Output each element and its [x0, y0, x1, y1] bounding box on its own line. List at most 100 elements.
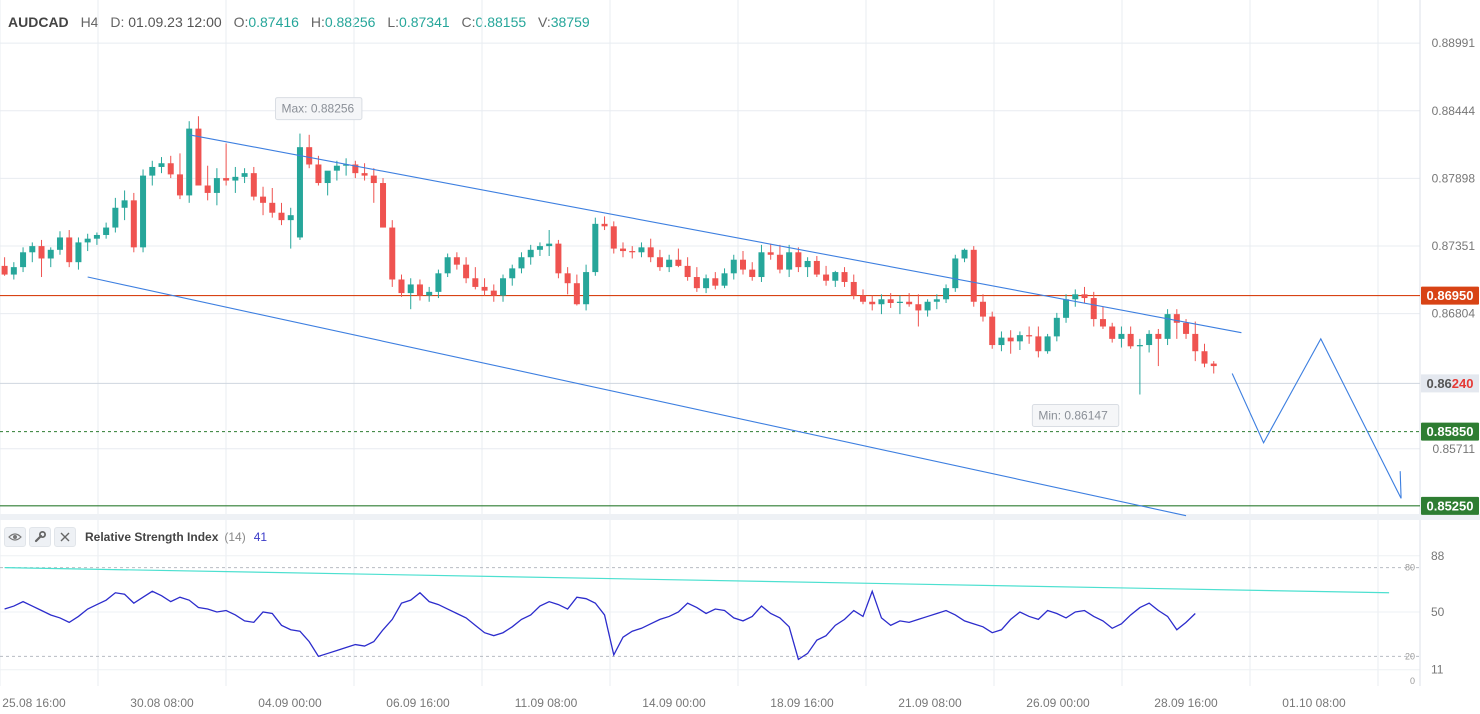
- candle-body: [573, 283, 580, 305]
- candle-body: [933, 299, 940, 302]
- wrench-icon[interactable]: [29, 527, 51, 547]
- candle-body: [398, 279, 405, 294]
- candle-body: [767, 252, 774, 255]
- rsi-value: 41: [253, 530, 268, 544]
- x-tick-label: 30.08 08:00: [130, 696, 194, 710]
- rsi-tick-label: 11: [1431, 663, 1444, 677]
- low-value: 0.87341: [399, 14, 450, 30]
- x-tick-label: 21.09 08:00: [898, 696, 962, 710]
- candle-body: [66, 237, 73, 263]
- candle-body: [1, 265, 8, 275]
- candle-body: [1118, 333, 1125, 339]
- candle-body: [380, 183, 387, 228]
- open-label: O:: [233, 14, 249, 30]
- x-tick-label: 18.09 16:00: [770, 696, 834, 710]
- candle-body: [795, 252, 802, 268]
- rsi-title: Relative Strength Index: [85, 530, 219, 544]
- candle-body: [315, 164, 322, 184]
- y-tick-label: 0.87898: [1432, 171, 1476, 185]
- candle-body: [961, 249, 968, 259]
- candle-body: [370, 175, 377, 184]
- price-level-tag: [1421, 422, 1479, 441]
- candle-body: [712, 278, 719, 286]
- y-tick-label: 0.85711: [1433, 442, 1476, 456]
- candle-body: [832, 272, 839, 281]
- candle-body: [924, 301, 931, 311]
- max-annotation-box: [275, 97, 363, 121]
- candle-body: [490, 290, 497, 296]
- rsi-line: [4, 589, 1196, 661]
- candle-body: [730, 259, 737, 274]
- candle-body: [29, 246, 36, 253]
- candle-body: [620, 248, 627, 252]
- candle-body: [1063, 299, 1070, 318]
- candle-body: [213, 178, 220, 193]
- candle-body: [1072, 294, 1079, 300]
- price-level-label: 0.85250: [1427, 498, 1474, 513]
- candle-body: [684, 265, 691, 278]
- candle-body: [979, 301, 986, 317]
- x-tick-label: 06.09 16:00: [386, 696, 450, 710]
- candle-body: [583, 272, 590, 305]
- candle-body: [952, 258, 959, 289]
- volume-value: 38759: [550, 14, 590, 30]
- candle-body: [444, 257, 451, 274]
- price-level-tag: [1421, 286, 1479, 305]
- max-annotation-label: Max: 0.88256: [282, 102, 355, 116]
- candle-body: [518, 257, 525, 269]
- candle-body: [915, 304, 922, 311]
- rsi-trendline: [4, 567, 1390, 594]
- candle-body: [647, 247, 654, 258]
- candle-body: [47, 249, 54, 259]
- price-level-label: 0.85850: [1427, 424, 1474, 439]
- candle-body: [232, 176, 239, 181]
- rsi-level-label: 80: [1405, 563, 1415, 573]
- candle-body: [629, 251, 636, 253]
- candle-body: [989, 316, 996, 346]
- symbol-label: AUDCAD: [8, 14, 69, 30]
- candle-body: [1053, 317, 1060, 337]
- close-label: C:: [461, 14, 476, 30]
- candle-body: [352, 164, 359, 174]
- candle-body: [740, 259, 746, 270]
- open-value: 0.87416: [248, 14, 299, 30]
- candle-body: [656, 257, 663, 268]
- low-label: L:: [387, 14, 400, 30]
- candle-body: [869, 301, 876, 305]
- rsi-period: (14): [224, 530, 246, 544]
- price-level-tag: [1421, 496, 1479, 515]
- candle-body: [260, 196, 267, 203]
- candle-body: [610, 226, 617, 249]
- candle-body: [103, 227, 110, 235]
- x-tick-label: 14.09 00:00: [642, 696, 706, 710]
- price-level-label: 0.86950: [1427, 288, 1474, 303]
- panel-separator: [0, 514, 1480, 520]
- x-tick-label: 28.09 16:00: [1154, 696, 1218, 710]
- candle-body: [1044, 336, 1051, 352]
- candle-body: [970, 249, 977, 302]
- candle-body: [675, 259, 682, 266]
- candle-body: [1099, 319, 1106, 327]
- candle-body: [361, 173, 368, 176]
- candle-body: [850, 281, 857, 296]
- candle-body: [130, 200, 137, 248]
- candle-body: [407, 284, 414, 294]
- y-tick-label: 0.87351: [1432, 239, 1476, 253]
- candle-body: [241, 173, 248, 177]
- projection-path: [1231, 337, 1402, 499]
- candle-body: [278, 212, 285, 221]
- candle-body: [84, 238, 91, 243]
- eye-icon[interactable]: [4, 527, 26, 547]
- candle-body: [1016, 335, 1023, 342]
- candle-body: [896, 301, 903, 303]
- rsi-header: Relative Strength Index (14) 41: [4, 527, 267, 547]
- candle-body: [527, 249, 534, 258]
- candle-body: [666, 259, 673, 268]
- candle-body: [1173, 314, 1180, 323]
- candle-body: [195, 128, 202, 186]
- candle-body: [758, 252, 765, 278]
- candle-body: [536, 246, 543, 250]
- rsi-tick-label: 88: [1431, 549, 1445, 563]
- close-icon[interactable]: [54, 527, 76, 547]
